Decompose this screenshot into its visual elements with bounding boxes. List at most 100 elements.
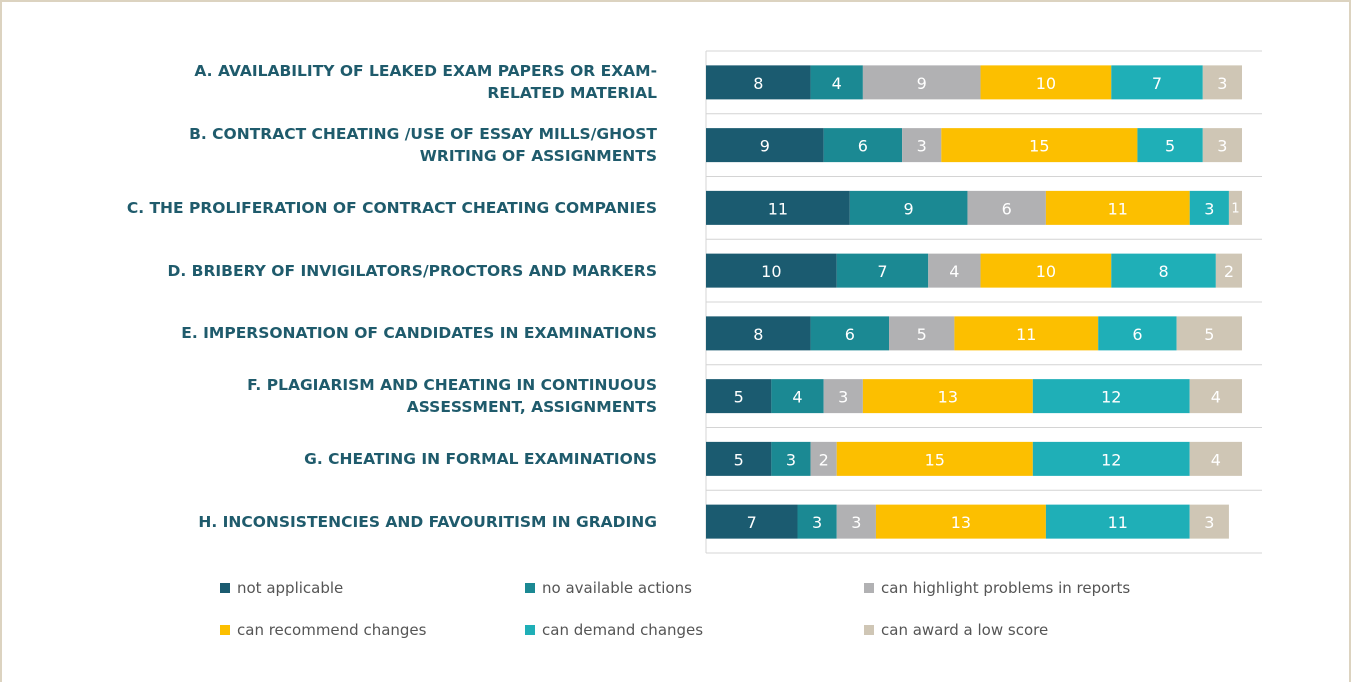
legend-label: can recommend changes <box>237 621 427 639</box>
value-label: 5 <box>1165 137 1175 156</box>
bar-segment <box>706 316 811 351</box>
legend-swatch <box>525 625 535 635</box>
bar-segment <box>1228 190 1242 225</box>
value-label: 9 <box>917 74 927 93</box>
bar-segment <box>1189 379 1242 414</box>
bar-segment <box>823 379 863 414</box>
category-label: F. PLAGIARISM AND CHEATING IN CONTINUOUS… <box>247 376 657 417</box>
value-label: 3 <box>1204 513 1214 532</box>
category-label: H. INCONSISTENCIES AND FAVOURITISM IN GR… <box>198 512 657 531</box>
value-label: 10 <box>761 262 781 281</box>
bar-segment <box>928 253 981 288</box>
value-label: 2 <box>819 450 829 469</box>
value-label: 9 <box>760 137 770 156</box>
value-label: 8 <box>753 74 763 93</box>
bar-segment <box>706 190 850 225</box>
value-label: 11 <box>768 199 788 218</box>
bar-segment <box>1202 128 1242 163</box>
category-label: E. IMPERSONATION OF CANDIDATES IN EXAMIN… <box>181 324 657 343</box>
value-label: 15 <box>925 450 945 469</box>
value-label: 4 <box>1211 450 1221 469</box>
bar-segment <box>836 253 929 288</box>
category-label: D. BRIBERY OF INVIGILATORS/PROCTORS AND … <box>167 261 657 280</box>
bar-segment <box>706 65 811 100</box>
value-label: 1 <box>1231 201 1239 216</box>
value-label: 4 <box>1211 388 1221 407</box>
bar-segment <box>1111 65 1203 100</box>
value-label: 9 <box>904 199 914 218</box>
legend-swatch <box>864 583 874 593</box>
value-label: 10 <box>1036 74 1056 93</box>
value-label: 6 <box>845 325 855 344</box>
bar-segment <box>1045 190 1190 225</box>
category-label: G. CHEATING IN FORMAL EXAMINATIONS <box>304 449 657 468</box>
value-label: 5 <box>734 450 744 469</box>
value-label: 2 <box>1224 262 1234 281</box>
bar-segment <box>1032 441 1190 476</box>
bar-segment <box>875 504 1046 539</box>
bar-segment <box>823 128 903 163</box>
value-label: 13 <box>951 513 971 532</box>
value-label: 4 <box>792 388 802 407</box>
legend-swatch <box>220 625 230 635</box>
bar-segment <box>797 504 837 539</box>
value-label: 5 <box>917 325 927 344</box>
value-label: 4 <box>832 74 842 93</box>
value-label: 7 <box>877 262 887 281</box>
bar-segment <box>1189 441 1242 476</box>
value-label: 6 <box>1132 325 1142 344</box>
value-label: 3 <box>1217 74 1227 93</box>
bar-segment <box>810 65 863 100</box>
value-label: 12 <box>1101 450 1121 469</box>
legend-swatch <box>864 625 874 635</box>
value-label: 5 <box>1204 325 1214 344</box>
value-label: 8 <box>753 325 763 344</box>
legend-swatch <box>525 583 535 593</box>
bar-segment <box>810 441 837 476</box>
legend-label: can award a low score <box>881 621 1049 639</box>
value-label: 3 <box>786 450 796 469</box>
value-label: 3 <box>851 513 861 532</box>
bar-segment <box>836 504 876 539</box>
bar-segment <box>706 128 824 163</box>
bar-segment <box>954 316 1099 351</box>
bar-segment <box>862 379 1033 414</box>
bar-segment <box>1098 316 1177 351</box>
bar-segment <box>1189 504 1229 539</box>
value-label: 11 <box>1108 513 1128 532</box>
bar-segment <box>706 253 837 288</box>
value-label: 15 <box>1029 137 1049 156</box>
bar-segment <box>1137 128 1203 163</box>
bar-segment <box>1176 316 1242 351</box>
bar-segment <box>1111 253 1216 288</box>
bar-segment <box>771 379 824 414</box>
bar-segment <box>810 316 890 351</box>
value-label: 3 <box>812 513 822 532</box>
bar-segment <box>980 65 1112 100</box>
value-label: 7 <box>1152 74 1162 93</box>
value-label: 3 <box>1217 137 1227 156</box>
bar-segment <box>706 379 772 414</box>
bar-segment <box>980 253 1112 288</box>
bar-segment <box>706 504 798 539</box>
bar-segment <box>889 316 955 351</box>
bar-segment <box>941 128 1138 163</box>
value-label: 3 <box>838 388 848 407</box>
value-label: 10 <box>1036 262 1056 281</box>
value-label: 4 <box>949 262 959 281</box>
bar-segment <box>771 441 811 476</box>
bar-segment <box>836 441 1033 476</box>
bar-segment <box>1032 379 1190 414</box>
value-label: 11 <box>1016 325 1036 344</box>
value-label: 7 <box>747 513 757 532</box>
legend-label: not applicable <box>237 579 344 597</box>
value-label: 13 <box>938 388 958 407</box>
value-label: 3 <box>1204 199 1214 218</box>
value-label: 12 <box>1101 388 1121 407</box>
bar-segment <box>902 128 942 163</box>
legend-label: can demand changes <box>542 621 704 639</box>
value-label: 6 <box>858 137 868 156</box>
